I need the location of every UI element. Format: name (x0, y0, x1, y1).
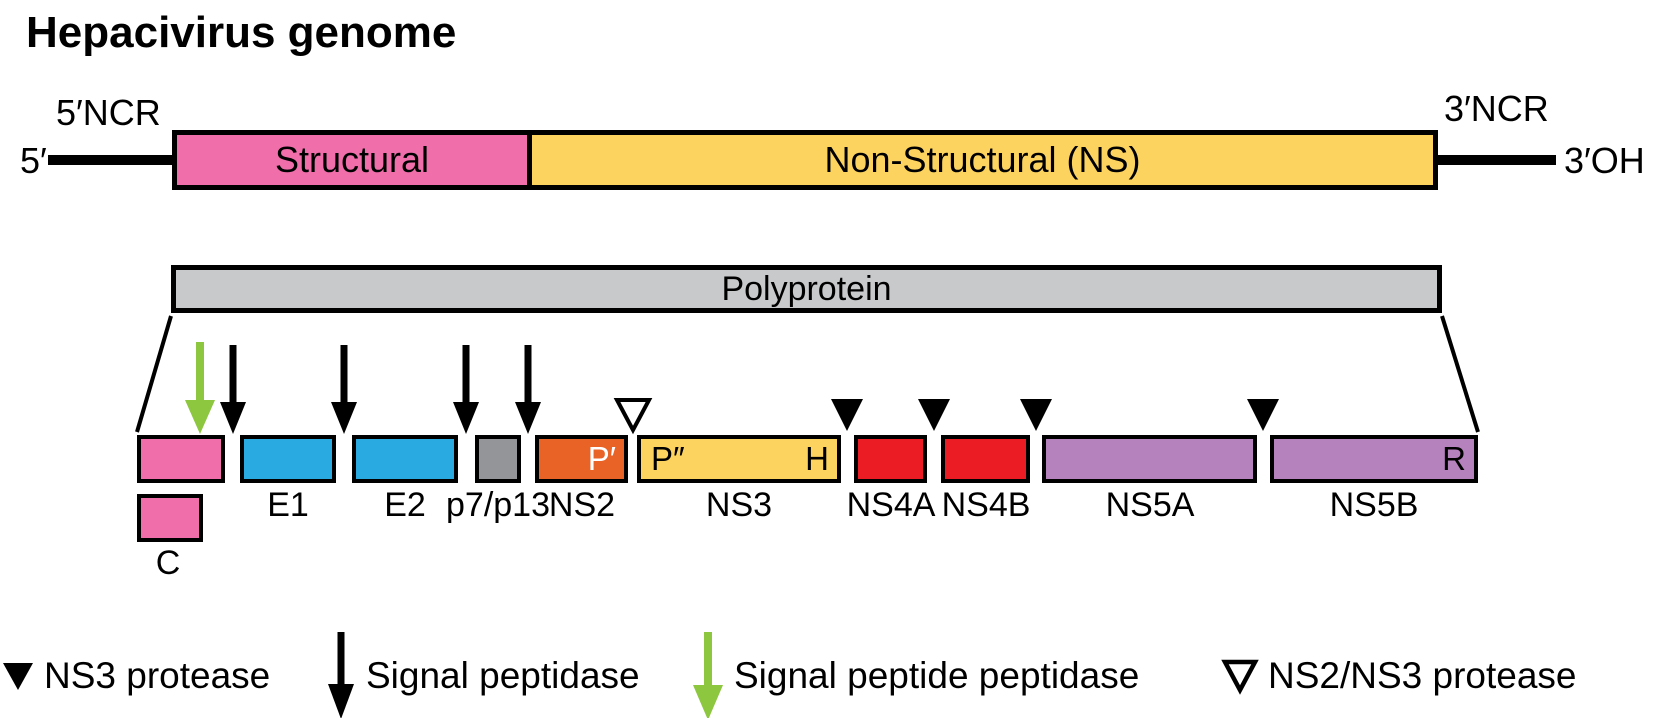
label-ns5b: NS5B (1329, 486, 1419, 524)
signal-peptidase-arrow-2 (331, 345, 357, 434)
structural-region-label: Structural (274, 139, 430, 180)
label-ns5a: NS5A (1105, 486, 1195, 524)
legend-label-ns3-protease: NS3 protease (44, 655, 271, 696)
ns3-protease-marker-4 (1247, 399, 1279, 431)
label-ns3: NS3 (705, 486, 773, 524)
product-box-p7-p13 (475, 435, 521, 483)
structural-region-segment: Structural (177, 135, 527, 185)
product-box-ns5b: R (1270, 435, 1478, 483)
product-box-ns4b (941, 435, 1030, 483)
signal-peptidase-arrow-4 (515, 345, 541, 434)
three-ncr-label: 3′NCR (1444, 88, 1549, 129)
product-box-ns4a (854, 435, 927, 483)
diagram-title: Hepacivirus genome (26, 8, 457, 57)
connector-line-left (135, 315, 173, 433)
label-capsid-c: C (155, 544, 181, 582)
product-box-ns5a (1042, 435, 1257, 483)
ns2-ns3-protease-triangle-icon (1221, 659, 1259, 695)
legend-item-ns2-ns3-protease: NS2/NS3 protease (1221, 654, 1577, 698)
ns5b-polymerase-domain-label: R (1442, 440, 1466, 477)
legend-label-signal-peptidase: Signal peptidase (366, 655, 640, 696)
signal-peptidase-arrow-3 (453, 345, 479, 434)
legend-label-signal-peptide-peptidase: Signal peptide peptidase (734, 655, 1140, 696)
label-ns2: NS2 (548, 486, 616, 524)
ns3-helicase-domain-label: H (805, 440, 829, 477)
product-box-e2 (352, 435, 458, 483)
legend-item-ns3-protease: NS3 protease (2, 654, 270, 698)
polyprotein-bar: Polyprotein (171, 265, 1442, 313)
three-ncr-line (1438, 155, 1556, 165)
product-box-e1 (240, 435, 336, 483)
polyprotein-label: Polyprotein (721, 269, 892, 308)
label-p7-p13: p7/p13 (446, 486, 550, 524)
ns3-protease-marker-1 (831, 399, 863, 431)
signal-peptidase-arrow-1 (220, 345, 246, 434)
connector-line-right (1440, 315, 1480, 433)
label-ns4b: NS4B (941, 486, 1031, 524)
label-e2: E2 (384, 486, 426, 524)
signal-peptide-peptidase-arrow-icon (693, 632, 723, 718)
genome-bar: Structural Non-Structural (NS) (172, 130, 1438, 190)
label-ns4a: NS4A (846, 486, 936, 524)
signal-peptidase-arrow-icon (328, 632, 354, 718)
product-box-capsid-c (137, 494, 203, 542)
three-prime-end-label: 3′OH (1564, 140, 1645, 181)
ns2-protease-domain-label: P′ (587, 440, 616, 477)
legend-label-ns2-ns3-protease: NS2/NS3 protease (1268, 655, 1577, 696)
ns3-protease-marker-3 (1020, 399, 1052, 431)
product-box-ns2: P′ (535, 435, 628, 483)
signal-peptide-peptidase-arrow (185, 342, 215, 434)
product-box-core-region (137, 435, 225, 483)
ns3-protease-marker-2 (918, 399, 950, 431)
legend-item-signal-peptide-peptidase: Signal peptide peptidase (692, 632, 1140, 718)
five-prime-end-label: 5′ (20, 140, 47, 181)
five-ncr-label: 5′NCR (56, 92, 161, 133)
nonstructural-region-label: Non-Structural (NS) (824, 139, 1141, 180)
ns3-protease-triangle-icon (3, 663, 33, 690)
ns2-ns3-protease-marker (613, 398, 653, 435)
five-ncr-line (48, 155, 172, 165)
product-box-ns3: P″ H (637, 435, 841, 483)
nonstructural-region-segment: Non-Structural (NS) (527, 135, 1433, 185)
legend-item-signal-peptidase: Signal peptidase (326, 632, 640, 718)
label-e1: E1 (267, 486, 309, 524)
ns3-protease-domain-label: P″ (651, 440, 685, 477)
